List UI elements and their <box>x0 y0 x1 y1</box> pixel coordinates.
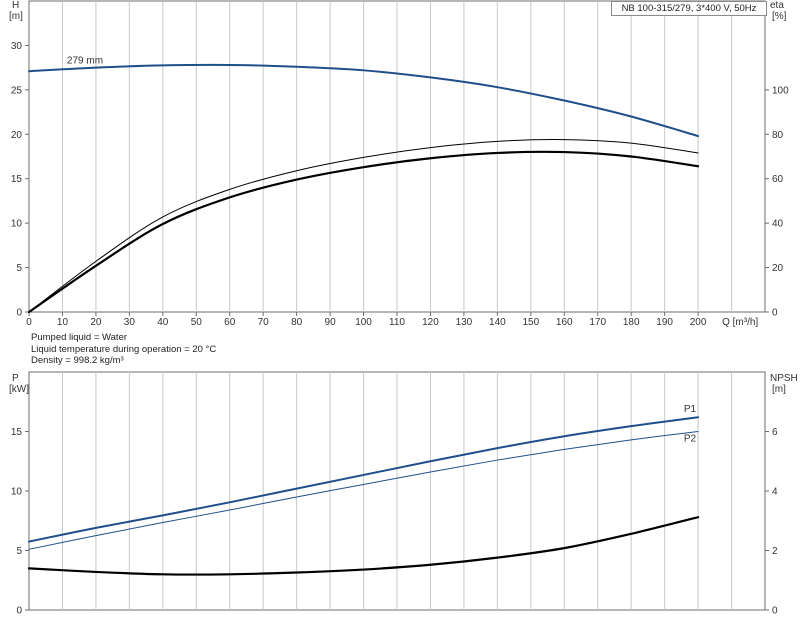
top-left-axis-label: H <box>12 0 19 11</box>
top-x-tick-label: 120 <box>422 317 439 328</box>
top-right-tick-label: 60 <box>772 174 784 185</box>
bottom-line-series-2 <box>27 516 700 576</box>
top-x-tick-label: 200 <box>690 317 707 328</box>
density-note: Density = 998.2 kg/m³ <box>31 355 124 366</box>
top-right-tick-label: 20 <box>772 263 784 274</box>
top-series-label: 279 mm <box>67 56 103 67</box>
pumped-liquid-note: Pumped liquid = Water <box>31 332 128 343</box>
bottom-right-tick-label: 6 <box>772 427 778 438</box>
top-x-tick-label: 40 <box>157 317 169 328</box>
top-left-tick-label: 25 <box>11 85 23 96</box>
bottom-left-axis-unit: [kW] <box>9 384 29 395</box>
top-x-tick-label: 80 <box>291 317 303 328</box>
info-notes: Pumped liquid = Water Liquid temperature… <box>31 332 216 367</box>
top-x-tick-label: 70 <box>258 317 270 328</box>
top-left-tick-label: 5 <box>16 263 22 274</box>
top-x-tick-label: 30 <box>124 317 136 328</box>
top-right-tick-label: 100 <box>772 85 789 96</box>
top-x-tick-label: 50 <box>191 317 203 328</box>
top-left-axis-unit: [m] <box>9 11 23 22</box>
bottom-left-tick-label: 5 <box>16 546 22 557</box>
top-left-tick-label: 10 <box>11 219 23 230</box>
top-x-tick-label: 180 <box>623 317 640 328</box>
bottom-series-label: P2 <box>684 434 697 445</box>
top-x-tick-label: 170 <box>589 317 606 328</box>
bottom-right-tick-label: 0 <box>772 606 778 617</box>
top-left-tick-label: 15 <box>11 174 23 185</box>
top-x-tick-label: 150 <box>522 317 539 328</box>
model-label: NB 100-315/279, 3*400 V, 50Hz <box>611 1 767 16</box>
top-left-tick-label: 20 <box>11 130 23 141</box>
top-line-series-2 <box>27 150 700 314</box>
bottom-left-tick-label: 15 <box>11 427 23 438</box>
top-x-tick-label: 0 <box>26 317 32 328</box>
top-right-axis-label: eta <box>770 0 784 11</box>
top-line-279-mm <box>28 63 700 138</box>
bottom-line-p2 <box>28 431 699 550</box>
bottom-series-label: P1 <box>684 404 697 415</box>
bottom-left-tick-label: 0 <box>16 606 22 617</box>
top-x-axis-label: Q [m³/h] <box>722 317 758 328</box>
top-left-tick-label: 30 <box>11 41 23 52</box>
bottom-left-axis-label: P <box>12 373 19 384</box>
top-line-series-1 <box>28 139 699 313</box>
top-right-tick-label: 80 <box>772 130 784 141</box>
bottom-line-p1 <box>28 416 700 543</box>
bottom-left-tick-label: 10 <box>11 487 23 498</box>
top-left-tick-label: 0 <box>16 308 22 319</box>
top-right-tick-label: 40 <box>772 219 784 230</box>
bottom-right-tick-label: 4 <box>772 487 778 498</box>
top-x-tick-label: 100 <box>355 317 372 328</box>
top-x-tick-label: 190 <box>656 317 673 328</box>
top-x-tick-label: 20 <box>90 317 102 328</box>
top-x-tick-label: 160 <box>556 317 573 328</box>
top-x-tick-label: 140 <box>489 317 506 328</box>
top-x-tick-label: 90 <box>325 317 337 328</box>
top-x-tick-label: 60 <box>224 317 236 328</box>
liquid-temperature-note: Liquid temperature during operation = 20… <box>31 343 217 355</box>
top-x-tick-label: 10 <box>57 317 69 328</box>
top-x-tick-label: 110 <box>389 317 405 328</box>
bottom-right-tick-label: 2 <box>772 546 778 557</box>
bottom-right-axis-unit: [m] <box>772 384 786 395</box>
top-x-tick-label: 130 <box>456 317 473 328</box>
top-right-axis-unit: [%] <box>772 11 787 22</box>
bottom-right-axis-label: NPSH <box>770 373 798 384</box>
top-right-tick-label: 0 <box>772 308 778 319</box>
